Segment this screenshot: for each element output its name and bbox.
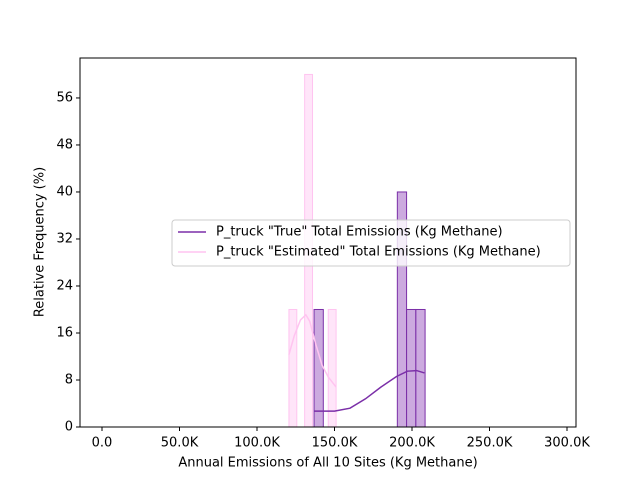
y-tick-label: 48 (56, 137, 73, 152)
y-axis-label: Relative Frequency (%) (33, 167, 48, 317)
y-tick-label: 0 (65, 420, 73, 435)
y-tick-label: 56 (56, 90, 73, 105)
y-tick-label: 8 (65, 372, 73, 387)
legend-box (171, 219, 571, 267)
plot-frame (79, 57, 577, 428)
legend-label: P_truck "Estimated" Total Emissions (Kg … (216, 245, 541, 260)
y-tick-label: 24 (56, 278, 73, 293)
histogram-bar (415, 308, 426, 428)
histogram-bar (288, 308, 298, 428)
x-tick-label: 100.0K (234, 436, 280, 451)
y-tick-label: 40 (56, 184, 73, 199)
x-tick-label: 300.0K (544, 436, 590, 451)
kde-line (314, 369, 425, 412)
kde-line (288, 313, 337, 388)
histogram-bar (406, 308, 417, 428)
x-tick-label: 150.0K (312, 436, 358, 451)
histogram-bar (313, 308, 324, 428)
x-tick-label: 0.0 (92, 436, 113, 451)
x-tick-label: 250.0K (467, 436, 513, 451)
x-tick-label: 50.0K (161, 436, 199, 451)
y-tick-label: 32 (56, 231, 73, 246)
histogram-bar (327, 308, 337, 428)
y-tick-label: 16 (56, 325, 73, 340)
legend-label: P_truck "True" Total Emissions (Kg Metha… (216, 225, 503, 240)
x-axis-label: Annual Emissions of All 10 Sites (Kg Met… (178, 456, 477, 471)
x-tick-label: 200.0K (389, 436, 435, 451)
